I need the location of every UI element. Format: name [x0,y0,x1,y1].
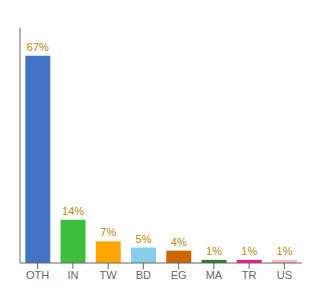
svg-text:5%: 5% [136,233,152,245]
svg-text:1%: 1% [241,245,257,257]
svg-text:TW: TW [100,269,118,281]
svg-text:14%: 14% [62,205,84,217]
svg-text:67%: 67% [27,41,49,53]
svg-text:US: US [277,269,292,281]
svg-text:4%: 4% [171,236,187,248]
svg-text:7%: 7% [100,226,116,238]
svg-text:MA: MA [206,269,223,281]
svg-text:1%: 1% [206,245,222,257]
svg-text:EG: EG [171,269,187,281]
svg-text:OTH: OTH [26,269,49,281]
svg-text:1%: 1% [277,245,293,257]
svg-text:TR: TR [242,269,257,281]
svg-text:IN: IN [67,269,78,281]
svg-text:BD: BD [136,269,151,281]
